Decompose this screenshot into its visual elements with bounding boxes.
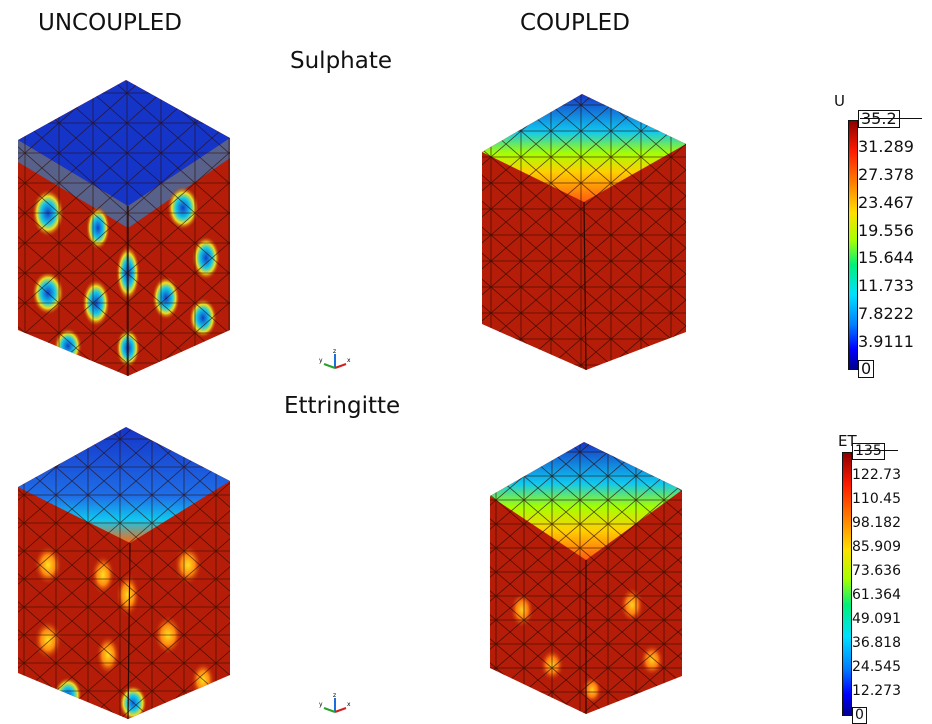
legend-u-tick: 27.378 xyxy=(858,165,914,185)
header-coupled: COUPLED xyxy=(520,10,630,36)
legend-et-tick: 73.636 xyxy=(852,562,901,579)
legend-u-colorbar xyxy=(848,120,858,370)
legend-u-tick: 35.2 xyxy=(858,109,900,129)
legend-et-tick: 12.273 xyxy=(852,682,901,699)
legend-u-tick: 0 xyxy=(858,359,875,379)
axis-label-z: z xyxy=(333,348,336,355)
legend-et-tick: 36.818 xyxy=(852,634,901,651)
legend-et: ET 135 122.73 110.45 98.182 85.909 73.636 61.3… xyxy=(838,432,932,724)
legend-et-title: ET xyxy=(838,432,857,450)
header-ettringitte: Ettringitte xyxy=(284,393,401,419)
axes-triad-icon: z y x xyxy=(319,348,351,369)
coupled-ettringitte-mesh xyxy=(490,442,682,714)
axes-triad-icon: z y x xyxy=(319,692,351,713)
legend-et-tick: 122.73 xyxy=(852,466,901,483)
uncoupled-ettringitte-mesh xyxy=(18,425,230,719)
axis-label-x: x xyxy=(347,701,351,708)
legend-u-tick: 3.9111 xyxy=(858,331,914,351)
legend-et-tick: 49.091 xyxy=(852,610,901,627)
legend-u-tick: 15.644 xyxy=(858,248,914,268)
legend-et-tick: 110.45 xyxy=(852,490,901,507)
legend-et-tick: 85.909 xyxy=(852,538,901,555)
legend-u-tick: 23.467 xyxy=(858,192,914,212)
legend-u-tick: 11.733 xyxy=(858,276,914,296)
legend-et-tick: 98.182 xyxy=(852,514,901,531)
legend-et-tick: 0 xyxy=(852,706,867,724)
axis-label-z: z xyxy=(333,692,336,699)
legend-et-tick: 24.545 xyxy=(852,658,901,675)
legend-u-tick: 31.289 xyxy=(858,137,914,157)
axis-label-x: x xyxy=(347,357,351,364)
coupled-sulphate-mesh xyxy=(482,94,686,370)
legend-et-colorbar xyxy=(842,452,852,716)
header-sulphate: Sulphate xyxy=(290,48,393,74)
axis-label-y: y xyxy=(319,701,323,708)
header-uncoupled: UNCOUPLED xyxy=(38,10,182,36)
legend-u-tick: 7.8222 xyxy=(858,304,914,324)
legend-u-title: U xyxy=(834,92,845,110)
uncoupled-sulphate-mesh xyxy=(18,78,230,376)
legend-u-tick: 19.556 xyxy=(858,220,914,240)
legend-et-top-line xyxy=(854,450,898,451)
legend-u-top-line xyxy=(860,118,922,119)
legend-et-tick: 135 xyxy=(852,442,885,460)
legend-et-tick: 61.364 xyxy=(852,586,901,603)
legend-u: U 35.2 31.289 27.378 23.467 19.556 15.644 11.7… xyxy=(834,92,932,379)
axis-label-y: y xyxy=(319,357,323,364)
